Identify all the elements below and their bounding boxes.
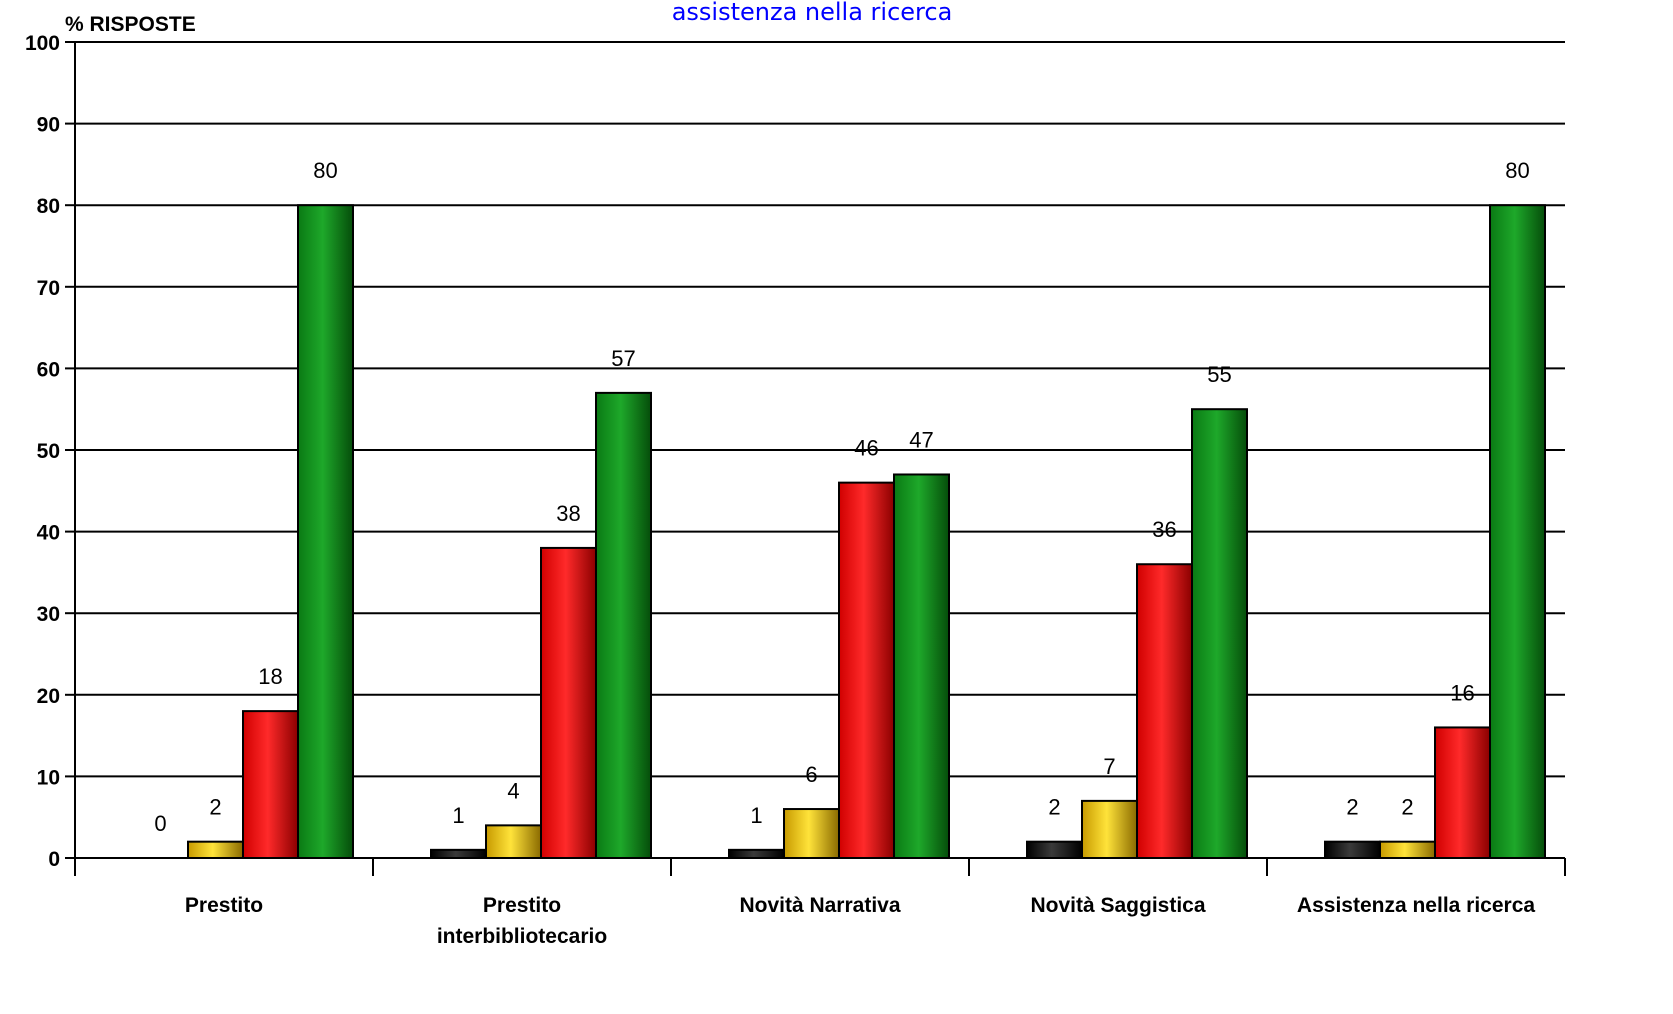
data-label: 1 (452, 803, 464, 828)
y-tick-label: 50 (37, 440, 60, 463)
data-label: 7 (1103, 754, 1115, 779)
data-label: 1 (750, 803, 762, 828)
y-tick-label: 100 (25, 32, 60, 55)
bar (1191, 408, 1248, 859)
bar (1081, 799, 1138, 860)
bar (242, 710, 299, 859)
data-label: 57 (611, 346, 635, 371)
y-tick-label: 60 (37, 358, 60, 381)
bar (783, 808, 840, 859)
x-tick-label: Prestito (185, 894, 263, 917)
x-tick-label: Assistenza nella ricerca (1297, 894, 1535, 917)
bar (540, 546, 597, 859)
x-tick-label: Prestito (483, 894, 561, 917)
y-tick-label: 90 (37, 114, 60, 137)
data-label: 46 (854, 436, 878, 461)
y-tick-label: 80 (37, 195, 60, 218)
x-tick-label: Novità Saggistica (1030, 894, 1205, 917)
bar (595, 391, 652, 859)
y-tick-label: 30 (37, 603, 60, 626)
data-label: 18 (258, 664, 282, 689)
y-tick-label: 40 (37, 522, 60, 545)
data-label: 0 (154, 811, 166, 836)
bar (1379, 840, 1436, 859)
bar (1136, 563, 1193, 859)
data-label: 4 (507, 778, 519, 803)
chart-title: assistenza nella ricerca (672, 0, 953, 26)
x-tick-label: Novità Narrativa (739, 894, 900, 917)
bar (1434, 726, 1491, 859)
data-label: 2 (1048, 795, 1060, 820)
data-label: 47 (909, 427, 933, 452)
bar (1489, 204, 1546, 859)
y-tick-label: 0 (48, 848, 60, 871)
data-label: 55 (1207, 362, 1231, 387)
data-label: 80 (1505, 158, 1529, 183)
data-label: 6 (805, 762, 817, 787)
bar (297, 204, 354, 859)
bar (430, 848, 487, 860)
data-label: 36 (1152, 517, 1176, 542)
y-tick-label: 10 (37, 766, 60, 789)
data-label: 16 (1450, 680, 1474, 705)
bar (893, 473, 950, 859)
data-label: 2 (1346, 795, 1358, 820)
bar (1324, 840, 1381, 859)
data-label: 2 (1401, 795, 1413, 820)
bar (728, 848, 785, 860)
y-tick-label: 20 (37, 685, 60, 708)
y-axis-label: % RISPOSTE (65, 13, 196, 36)
bar (1026, 840, 1083, 859)
bar (485, 824, 542, 859)
y-tick-label: 70 (37, 277, 60, 300)
bar (187, 840, 244, 859)
data-label: 38 (556, 501, 580, 526)
x-tick-label: interbibliotecario (437, 925, 607, 948)
bar (838, 481, 895, 859)
data-label: 2 (209, 795, 221, 820)
data-label: 80 (313, 158, 337, 183)
